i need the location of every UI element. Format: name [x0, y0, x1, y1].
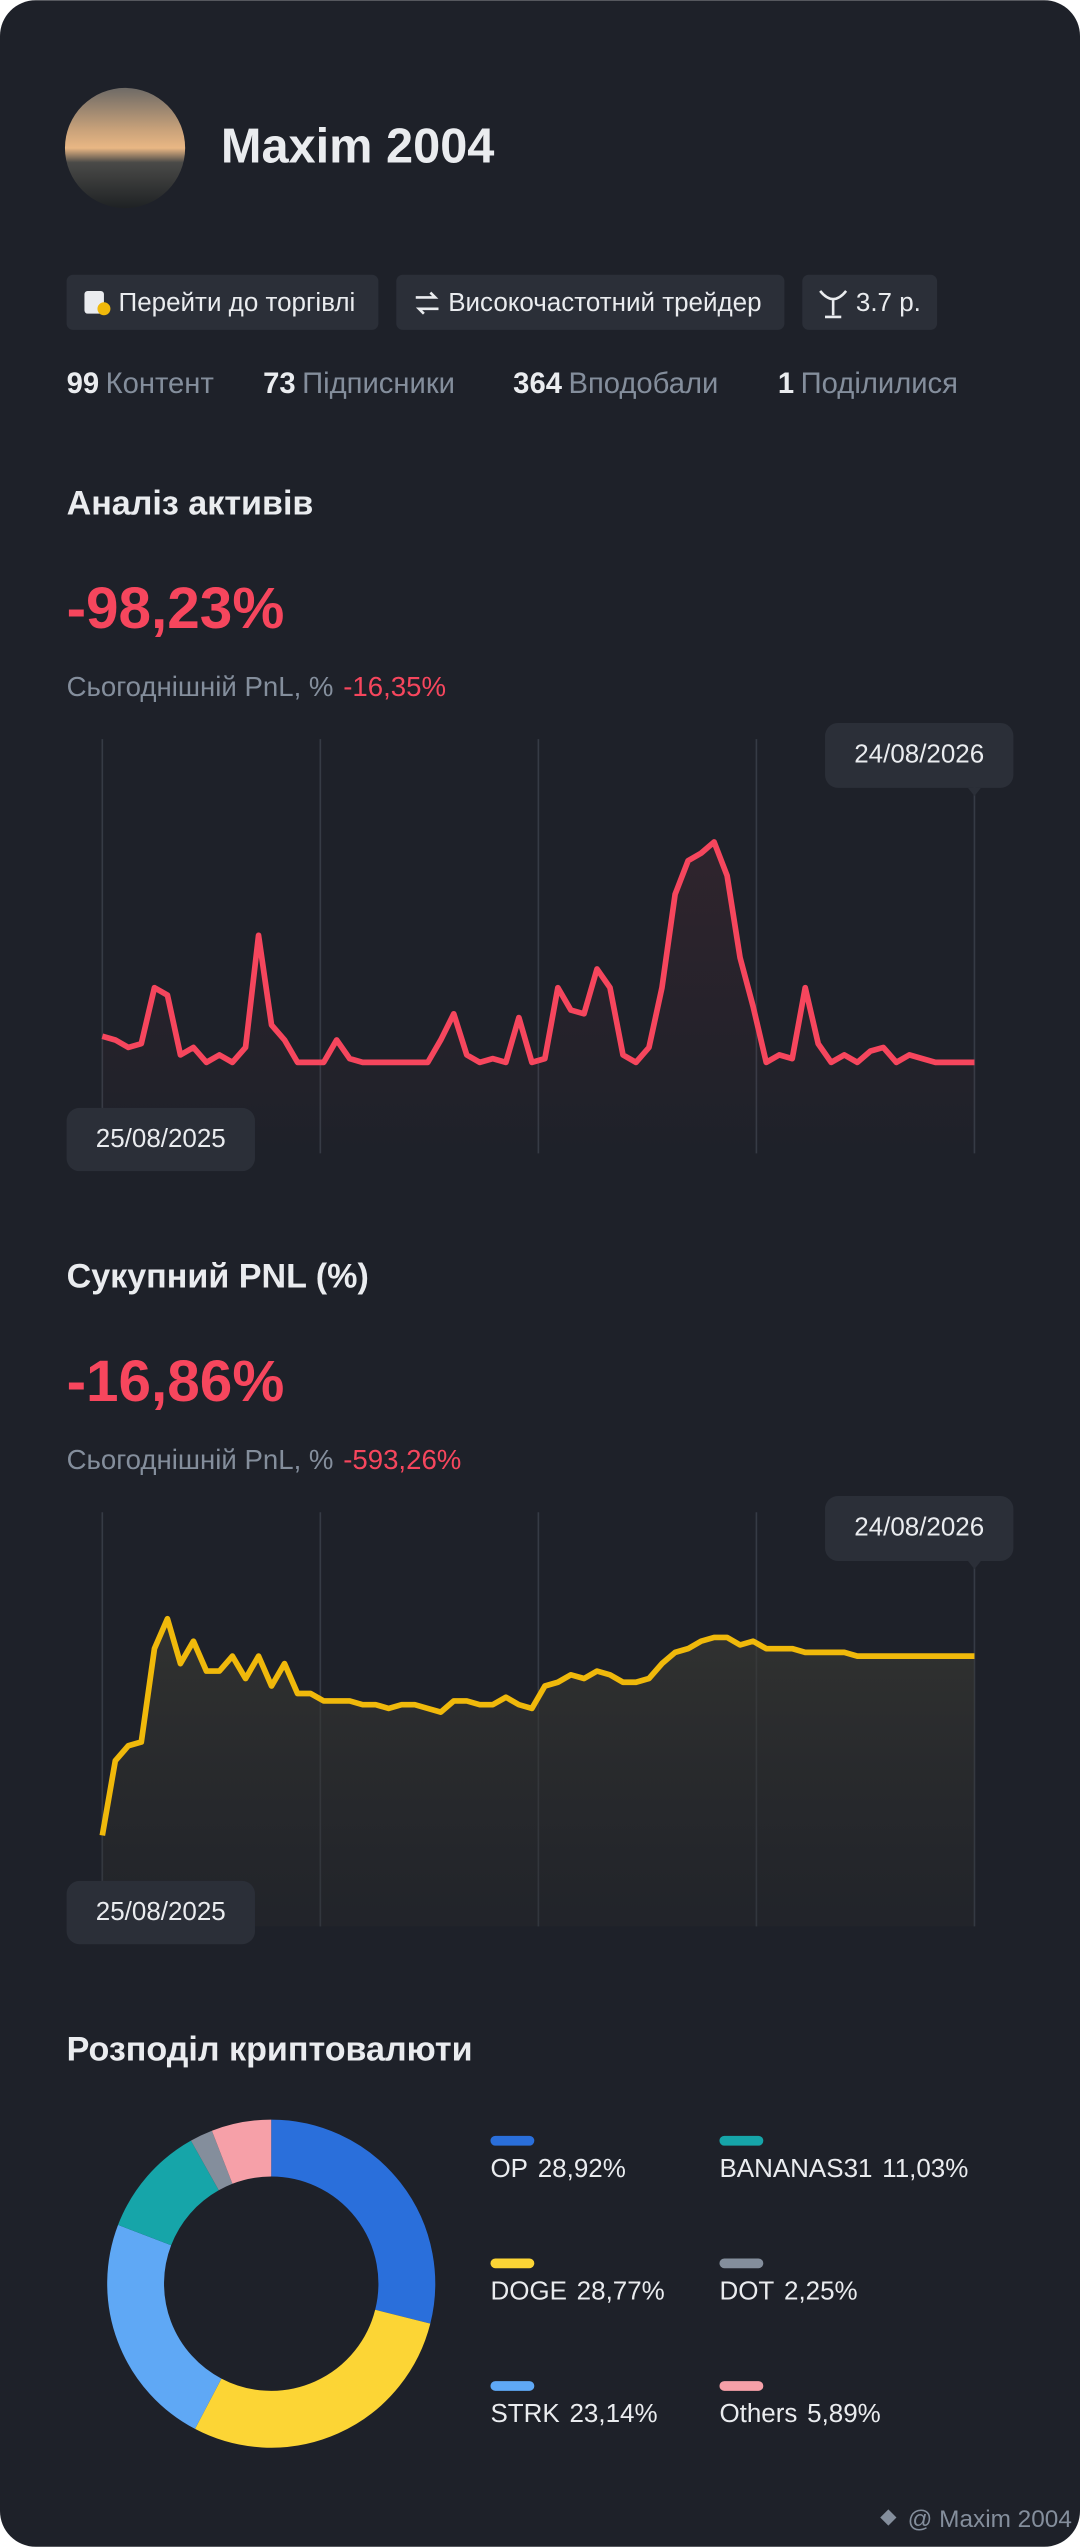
date-badge-pointer	[967, 1560, 981, 1570]
stat[interactable]: 1 Поділилися	[778, 368, 958, 400]
stat[interactable]: 99 Контент	[67, 368, 214, 400]
legend-swatch	[490, 2258, 535, 2269]
legend-item: Others 5,89%	[719, 2398, 880, 2428]
legend-name: OP	[490, 2153, 528, 2183]
tag-label: 3.7 р.	[856, 287, 921, 317]
section-title: Аналіз активів	[67, 484, 314, 522]
date-label: 24/08/2026	[854, 1511, 984, 1541]
date-badge	[825, 1495, 1014, 1561]
legend-value: 28,92%	[538, 2153, 626, 2183]
legend-value: 23,14%	[569, 2398, 657, 2428]
tag-icon	[415, 291, 439, 315]
legend-value: 11,03%	[882, 2153, 968, 2183]
stat-label: Підписники	[302, 368, 455, 400]
tag[interactable]: 3.7 р.	[802, 274, 938, 330]
subtitle-label: Сьогоднішній PnL, %	[67, 1444, 334, 1475]
stat-label: Вподобали	[568, 368, 718, 400]
subtitle-value: -16,35%	[343, 671, 446, 702]
donut-segment	[211, 2119, 273, 2185]
subtitle-value: -593,26%	[343, 1444, 461, 1475]
tag-background	[66, 274, 379, 330]
legend-name: Others	[719, 2398, 797, 2428]
footer-text: @ Maxim 2004	[908, 2506, 1072, 2533]
legend-name: DOGE	[490, 2275, 566, 2305]
stat[interactable]: 73 Підписники	[263, 368, 455, 400]
tag-icon	[819, 290, 848, 319]
subtitle: Сьогоднішній PnL, % -16,35%	[67, 671, 446, 702]
donut-segment	[118, 2140, 220, 2247]
legend-name: STRK	[490, 2398, 560, 2428]
donut-segment	[195, 2309, 431, 2448]
legend-swatch	[719, 2135, 764, 2146]
tag-background	[396, 274, 785, 330]
stat-value: 364	[513, 368, 563, 400]
tag[interactable]: Перейти до торгівлі	[66, 274, 379, 330]
subtitle-label: Сьогоднішній PnL, %	[67, 671, 334, 702]
stat-value: 1	[778, 368, 794, 400]
date-badge	[66, 1107, 255, 1172]
legend-swatch	[719, 2381, 764, 2391]
legend-value: 5,89%	[807, 2398, 881, 2428]
legend-swatch	[490, 2381, 535, 2391]
stat-value: 73	[263, 368, 296, 400]
legend-swatch	[719, 2258, 764, 2269]
donut-segment	[270, 2119, 436, 2324]
donut-segment	[107, 2224, 223, 2429]
tag[interactable]: Високочастотний трейдер	[396, 274, 785, 330]
date-label: 25/08/2025	[96, 1123, 226, 1153]
tag-label: Перейти до торгівлі	[119, 287, 356, 317]
legend-swatch	[490, 2135, 535, 2146]
headline-value: -98,23%	[67, 576, 285, 641]
legend-name: BANANAS31	[719, 2153, 872, 2183]
legend-item: DOGE 28,77%	[490, 2275, 664, 2305]
subtitle: Сьогоднішній PnL, % -593,26%	[67, 1444, 462, 1475]
area-fill	[102, 841, 975, 1154]
legend-item: BANANAS31 11,03%	[719, 2153, 968, 2183]
stat-value: 99	[67, 368, 100, 400]
stat-label: Поділилися	[801, 368, 958, 400]
donut-segment	[190, 2130, 233, 2191]
avatar[interactable]	[64, 87, 186, 209]
line-series	[101, 839, 975, 1066]
legend-item: STRK 23,14%	[490, 2398, 657, 2428]
section-title: Розподіл криптовалюти	[67, 2030, 473, 2068]
legend-item: DOT 2,25%	[719, 2275, 857, 2305]
tag-label: Високочастотний трейдер	[448, 287, 761, 317]
date-label: 24/08/2026	[854, 738, 984, 768]
line-series	[99, 1615, 975, 1836]
stat[interactable]: 364 Вподобали	[513, 368, 718, 400]
date-label: 25/08/2025	[96, 1896, 226, 1926]
date-badge-pointer	[967, 787, 981, 797]
headline-value: -16,86%	[67, 1349, 285, 1414]
stat-label: Контент	[106, 368, 214, 400]
legend-value: 2,25%	[784, 2275, 858, 2305]
date-badge	[66, 1880, 255, 1945]
legend-item: OP 28,92%	[490, 2153, 625, 2183]
user-name: Maxim 2004	[221, 120, 495, 174]
section-title: Сукупний PNL (%)	[67, 1257, 369, 1295]
area-fill	[102, 1618, 975, 1927]
legend-value: 28,77%	[577, 2275, 665, 2305]
tag-icon-badge	[97, 302, 111, 316]
legend-name: DOT	[719, 2275, 774, 2305]
date-badge	[825, 722, 1014, 788]
